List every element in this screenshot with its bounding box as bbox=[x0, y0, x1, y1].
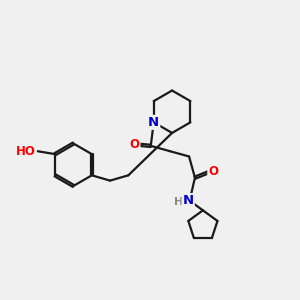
Text: N: N bbox=[183, 194, 194, 207]
Text: N: N bbox=[148, 116, 159, 129]
Text: HO: HO bbox=[16, 145, 36, 158]
Text: H: H bbox=[174, 197, 183, 207]
Text: O: O bbox=[130, 138, 140, 151]
Text: O: O bbox=[208, 165, 218, 178]
